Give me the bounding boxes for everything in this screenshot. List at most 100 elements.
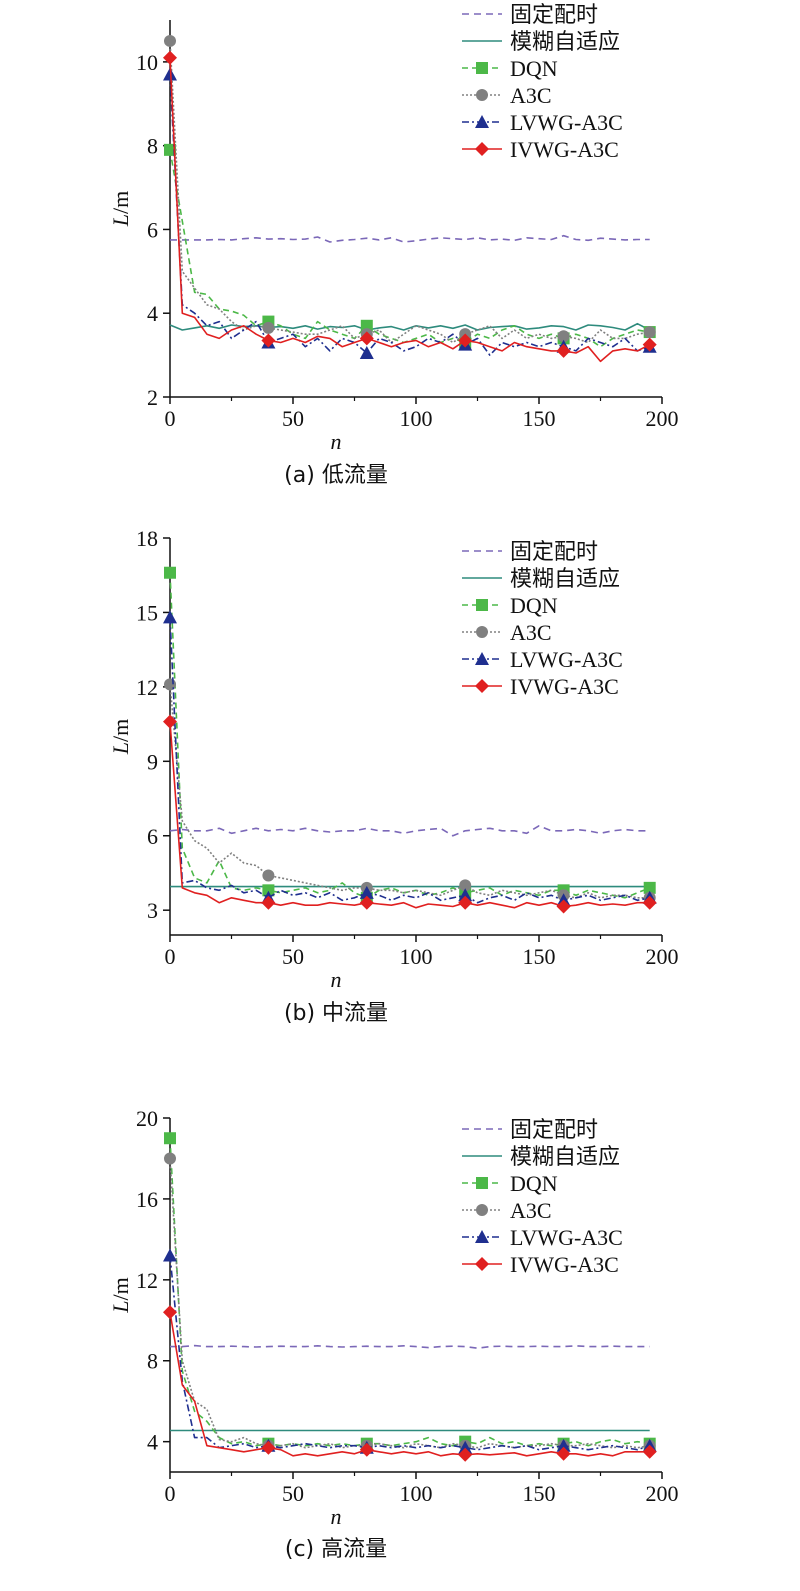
data-point-IVWG-A3C — [163, 714, 177, 729]
y-axis-label: L/m — [108, 191, 133, 227]
data-point-DQN — [164, 566, 176, 579]
series-line-LVWG-A3C — [169, 1255, 650, 1451]
x-axis-label: n — [331, 967, 342, 992]
legend-marker — [476, 89, 488, 101]
x-axis-label: n — [331, 429, 342, 454]
data-point-LVWG-A3C — [458, 888, 473, 902]
y-tick-label: 8 — [147, 134, 158, 159]
data-point-LVWG-A3C — [359, 885, 374, 899]
y-tick-label: 10 — [136, 50, 158, 75]
data-point-DQN — [643, 881, 656, 894]
legend-label: 模糊自适应 — [510, 567, 620, 592]
legend-marker — [476, 1177, 488, 1189]
series-line-DQN — [169, 1138, 650, 1447]
legend-label: A3C — [510, 620, 552, 645]
x-tick-label: 200 — [646, 1481, 679, 1506]
legend-label: IVWG-A3C — [510, 137, 619, 162]
series-line-IVWG-A3C — [169, 57, 651, 363]
panel-caption: (c) 高流量 — [285, 1537, 387, 1562]
data-point-IVWG-A3C — [458, 895, 473, 910]
x-tick-label: 100 — [400, 1481, 433, 1506]
data-point-IVWG-A3C — [359, 895, 374, 910]
data-point-IVWG-A3C — [261, 1440, 276, 1455]
y-tick-label: 6 — [147, 217, 158, 242]
data-point-IVWG-A3C — [261, 895, 276, 910]
x-tick-label: 100 — [400, 944, 433, 969]
chart-panel-1: 0 50 100 150 200 3 6 9 12 15 18 n L/m 固定配时模糊自适应DQNA3C… — [108, 526, 679, 1026]
data-point-A3C — [459, 879, 472, 892]
x-tick-label: 150 — [523, 1481, 556, 1506]
legend-label: LVWG-A3C — [510, 1225, 623, 1250]
y-tick-label: 12 — [136, 675, 158, 700]
panel-caption: (a) 低流量 — [284, 463, 388, 488]
legend-label: 模糊自适应 — [510, 30, 620, 55]
y-tick-label: 4 — [147, 1430, 158, 1455]
data-point-LVWG-A3C — [359, 346, 374, 360]
data-point-IVWG-A3C — [556, 1446, 571, 1461]
data-point-IVWG-A3C — [261, 333, 276, 348]
legend-marker — [475, 1230, 489, 1243]
x-axis-label: n — [331, 1504, 342, 1529]
x-tick-label: 0 — [165, 944, 176, 969]
legend-label: IVWG-A3C — [510, 674, 619, 699]
series-line-A3C — [169, 684, 650, 899]
data-point-IVWG-A3C — [642, 895, 657, 910]
legend-label: DQN — [510, 1171, 558, 1196]
x-tick-label: 200 — [646, 944, 679, 969]
data-point-DQN — [164, 1132, 176, 1145]
x-tick-label: 0 — [165, 1481, 176, 1506]
legend-label: LVWG-A3C — [510, 110, 623, 135]
x-tick-label: 100 — [400, 406, 433, 431]
y-axis-label: L/m — [108, 719, 133, 755]
legend-marker — [476, 626, 488, 638]
data-point-DQN — [164, 143, 176, 156]
legend-marker — [475, 142, 489, 156]
legend-label: DQN — [510, 593, 558, 618]
data-point-DQN — [360, 319, 373, 332]
data-point-A3C — [262, 321, 275, 334]
legend-marker — [475, 652, 489, 665]
x-tick-label: 50 — [282, 406, 304, 431]
data-point-IVWG-A3C — [163, 50, 177, 65]
legend-label: 固定配时 — [510, 1118, 598, 1143]
panel-caption: (b) 中流量 — [284, 1001, 388, 1026]
y-tick-label: 16 — [136, 1187, 158, 1212]
legend-marker — [476, 599, 488, 611]
data-point-A3C — [164, 1152, 176, 1165]
legend-marker — [475, 679, 489, 693]
y-tick-label: 9 — [147, 749, 158, 774]
y-axis-label: L/m — [108, 1277, 133, 1313]
y-tick-label: 18 — [136, 526, 158, 551]
chart-panel-2: 0 50 100 150 200 4 8 12 16 20 n L/m 固定配时模糊自适应DQNA3CL… — [108, 1106, 679, 1562]
legend-label: IVWG-A3C — [510, 1252, 619, 1277]
series-line-固定配时 — [170, 234, 650, 243]
data-point-A3C — [557, 330, 570, 343]
x-tick-label: 0 — [165, 406, 176, 431]
legend-label: 模糊自适应 — [510, 1145, 620, 1170]
data-point-A3C — [643, 326, 656, 339]
series-line-固定配时 — [169, 824, 650, 837]
data-point-IVWG-A3C — [642, 337, 657, 352]
series-line-IVWG-A3C — [169, 721, 650, 909]
data-point-LVWG-A3C — [163, 1248, 177, 1262]
x-tick-label: 50 — [282, 944, 304, 969]
legend-label: DQN — [510, 56, 558, 81]
data-point-IVWG-A3C — [556, 899, 571, 914]
y-tick-label: 8 — [147, 1349, 158, 1374]
data-point-IVWG-A3C — [458, 1447, 473, 1462]
legend-label: 固定配时 — [510, 3, 598, 28]
data-point-LVWG-A3C — [163, 610, 177, 624]
y-tick-label: 4 — [147, 301, 158, 326]
y-tick-label: 6 — [147, 824, 158, 849]
data-point-IVWG-A3C — [359, 331, 374, 346]
data-point-IVWG-A3C — [642, 1444, 657, 1459]
series-line-IVWG-A3C — [169, 1312, 650, 1457]
x-tick-label: 150 — [523, 406, 556, 431]
data-point-IVWG-A3C — [163, 1305, 177, 1320]
legend-marker — [475, 115, 489, 128]
series-line-LVWG-A3C — [169, 74, 650, 356]
y-tick-label: 3 — [147, 898, 158, 923]
legend-marker — [476, 1204, 488, 1216]
y-tick-label: 2 — [147, 385, 158, 410]
y-tick-label: 12 — [136, 1268, 158, 1293]
